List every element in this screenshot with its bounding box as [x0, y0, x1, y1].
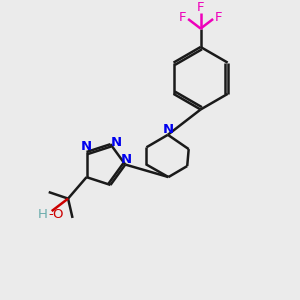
Text: F: F [179, 11, 187, 24]
Text: N: N [110, 136, 122, 149]
Text: N: N [120, 153, 131, 166]
Text: O: O [52, 208, 62, 220]
Text: N: N [80, 140, 92, 153]
Text: -: - [48, 208, 53, 220]
Text: F: F [197, 1, 204, 14]
Text: F: F [215, 11, 222, 24]
Text: H: H [38, 208, 48, 220]
Text: N: N [162, 123, 173, 136]
